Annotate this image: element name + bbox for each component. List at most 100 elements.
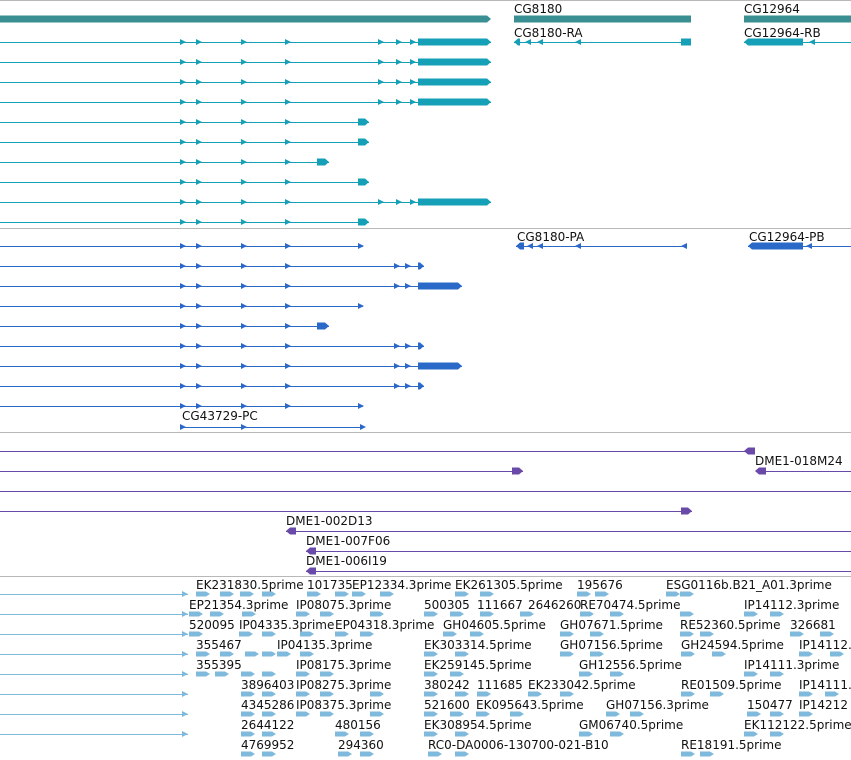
est-label[interactable]: GH07156.3prime bbox=[606, 698, 709, 712]
est-label[interactable]: IP14111.3prime bbox=[744, 658, 840, 672]
est-label[interactable]: 195676 bbox=[577, 578, 623, 592]
est-label[interactable]: EP12334.3prime bbox=[352, 578, 452, 592]
est-label[interactable]: 101735 bbox=[307, 578, 353, 592]
transcript-label[interactable]: CG12964-RB bbox=[744, 26, 821, 40]
exon-block bbox=[681, 691, 695, 697]
exon-block bbox=[477, 691, 491, 697]
strand-arrow bbox=[182, 671, 188, 677]
strand-arrow bbox=[180, 363, 186, 369]
est-label[interactable]: 4769952 bbox=[241, 738, 295, 752]
est-label[interactable]: IP14212 bbox=[799, 698, 848, 712]
est-label[interactable]: EK303314.5prime bbox=[424, 638, 532, 652]
est-label[interactable]: IP14111. bbox=[799, 678, 851, 692]
exon-block bbox=[450, 671, 464, 677]
est-label[interactable]: EK095643.5prime bbox=[476, 698, 584, 712]
est-label[interactable]: 355467 bbox=[196, 638, 242, 652]
strand-arrow bbox=[182, 611, 188, 617]
clone-label[interactable]: DME1-007F06 bbox=[306, 534, 391, 548]
strand-arrow bbox=[285, 263, 291, 269]
est-label[interactable]: 521600 bbox=[424, 698, 470, 712]
est-label[interactable]: RC0-DA0006-130700-021-B10 bbox=[428, 738, 609, 752]
est-label[interactable]: IP08375.3prime bbox=[296, 698, 392, 712]
est-label[interactable]: EK231830.5prime bbox=[196, 578, 304, 592]
est-label[interactable]: IP14112.3prime bbox=[744, 598, 840, 612]
cds-label[interactable]: CG43729-PC bbox=[182, 409, 258, 423]
strand-arrow bbox=[806, 243, 812, 249]
est-label[interactable]: ESG0116b.B21_A01.3prime bbox=[666, 578, 832, 592]
gene-label[interactable]: CG12964 bbox=[744, 2, 800, 16]
exon-block bbox=[245, 651, 259, 657]
est-label[interactable]: EP21354.3prime bbox=[189, 598, 289, 612]
exon-block bbox=[418, 98, 491, 106]
strand-arrow bbox=[285, 119, 291, 125]
est-label[interactable]: GH12556.5prime bbox=[579, 658, 682, 672]
exon-block bbox=[560, 651, 574, 657]
est-label[interactable]: 3896403 bbox=[241, 678, 295, 692]
strand-arrow bbox=[241, 243, 247, 249]
strand-arrow bbox=[809, 39, 815, 45]
est-label[interactable]: GH24594.5prime bbox=[681, 638, 784, 652]
strand-arrow bbox=[180, 263, 186, 269]
est-label[interactable]: RE18191.5prime bbox=[681, 738, 782, 752]
est-label[interactable]: 2646260 bbox=[528, 598, 582, 612]
est-label[interactable]: IP08075.3prime bbox=[296, 598, 392, 612]
est-label[interactable]: EK261305.5prime bbox=[455, 578, 563, 592]
est-label[interactable]: EK259145.5prime bbox=[424, 658, 532, 672]
est-label[interactable]: IP08175.3prime bbox=[296, 658, 392, 672]
est-label[interactable]: 2644122 bbox=[241, 718, 295, 732]
exon-block bbox=[610, 611, 624, 617]
est-label[interactable]: 294360 bbox=[338, 738, 384, 752]
est-label[interactable]: EK112122.5prime bbox=[744, 718, 851, 732]
est-label[interactable]: EP04318.3prime bbox=[335, 618, 435, 632]
cds-label[interactable]: CG12964-PB bbox=[749, 230, 825, 244]
strand-arrow bbox=[180, 243, 186, 249]
est-label[interactable]: IP14112. bbox=[799, 638, 851, 652]
est-label[interactable]: GH07156.5prime bbox=[560, 638, 663, 652]
strand-arrow bbox=[285, 323, 291, 329]
exon-block bbox=[317, 322, 329, 330]
strand-arrow bbox=[285, 303, 291, 309]
strand-arrow bbox=[537, 39, 543, 45]
est-label[interactable]: 355395 bbox=[196, 658, 242, 672]
exon-block bbox=[424, 731, 438, 737]
exon-block bbox=[418, 342, 424, 350]
cds-label[interactable]: CG8180-PA bbox=[517, 230, 585, 244]
clone-label[interactable]: DME1-006I19 bbox=[306, 554, 387, 568]
est-label[interactable]: 500305 bbox=[424, 598, 470, 612]
est-label[interactable]: 150477 bbox=[747, 698, 793, 712]
transcript-label[interactable]: CG8180-RA bbox=[514, 26, 583, 40]
exon-block bbox=[262, 651, 276, 657]
est-label[interactable]: RE01509.5prime bbox=[681, 678, 782, 692]
est-label[interactable]: GH07671.5prime bbox=[560, 618, 663, 632]
est-label[interactable]: IP04335.3prime bbox=[239, 618, 335, 632]
gene-label[interactable]: CG8180 bbox=[514, 2, 563, 16]
est-label[interactable]: 380242 bbox=[424, 678, 470, 692]
est-label[interactable]: GM06740.5prime bbox=[579, 718, 684, 732]
clone-label[interactable]: DME1-018M24 bbox=[755, 454, 843, 468]
est-label[interactable]: RE70474.5prime bbox=[580, 598, 681, 612]
est-label[interactable]: EK233042.5prime bbox=[528, 678, 636, 692]
strand-arrow bbox=[196, 243, 202, 249]
est-label[interactable]: 520095 bbox=[189, 618, 235, 632]
exon-block bbox=[680, 611, 694, 617]
est-label[interactable]: GH04605.5prime bbox=[443, 618, 546, 632]
est-label[interactable]: RE52360.5prime bbox=[680, 618, 781, 632]
est-label[interactable]: 111685 bbox=[477, 678, 523, 692]
exon-block bbox=[320, 611, 334, 617]
est-label[interactable]: 111667 bbox=[477, 598, 523, 612]
strand-arrow bbox=[180, 99, 186, 105]
est-label[interactable]: 480156 bbox=[335, 718, 381, 732]
strand-arrow bbox=[241, 139, 247, 145]
exon-block bbox=[470, 631, 484, 637]
exon-block bbox=[370, 711, 384, 717]
est-label[interactable]: 326681 bbox=[790, 618, 836, 632]
strand-arrow bbox=[241, 403, 247, 409]
exon-block bbox=[277, 651, 291, 657]
clone-label[interactable]: DME1-002D13 bbox=[286, 514, 373, 528]
est-label[interactable]: IP04135.3prime bbox=[277, 638, 373, 652]
strand-arrow bbox=[575, 39, 581, 45]
est-label[interactable]: EK308954.5prime bbox=[424, 718, 532, 732]
est-label[interactable]: 4345286 bbox=[241, 698, 295, 712]
est-label[interactable]: IP08275.3prime bbox=[296, 678, 392, 692]
